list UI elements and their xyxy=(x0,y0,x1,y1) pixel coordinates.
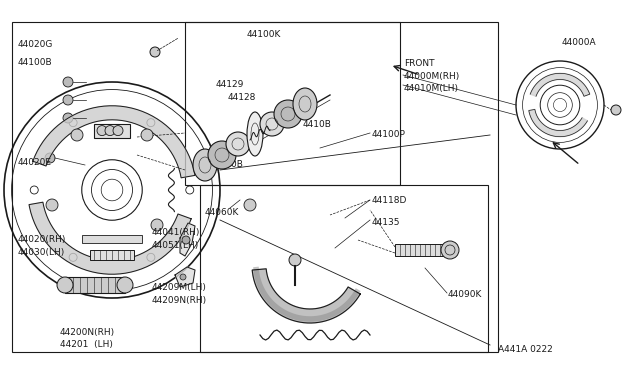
Text: 4410B: 4410B xyxy=(215,160,244,169)
Text: A441A 0222: A441A 0222 xyxy=(498,345,553,354)
Circle shape xyxy=(117,277,133,293)
Circle shape xyxy=(63,95,73,105)
Ellipse shape xyxy=(293,88,317,120)
Polygon shape xyxy=(530,73,590,96)
Ellipse shape xyxy=(208,141,236,169)
Circle shape xyxy=(289,254,301,266)
Ellipse shape xyxy=(247,112,263,156)
Polygon shape xyxy=(529,109,588,137)
Text: 44100K: 44100K xyxy=(247,30,282,39)
Polygon shape xyxy=(180,223,195,256)
Bar xyxy=(185,22,400,185)
Bar xyxy=(12,22,498,352)
Text: 44201  (LH): 44201 (LH) xyxy=(60,340,113,349)
Circle shape xyxy=(182,236,190,244)
Text: 44135: 44135 xyxy=(372,218,401,227)
Ellipse shape xyxy=(193,149,217,181)
Text: 44000M(RH): 44000M(RH) xyxy=(404,72,460,81)
Bar xyxy=(94,124,130,138)
Polygon shape xyxy=(29,202,191,274)
Polygon shape xyxy=(252,269,360,323)
Text: 44100B: 44100B xyxy=(18,58,52,67)
Text: FRONT: FRONT xyxy=(404,59,435,68)
Text: 44200N(RH): 44200N(RH) xyxy=(60,328,115,337)
Circle shape xyxy=(105,126,115,136)
Text: 44209N(RH): 44209N(RH) xyxy=(152,296,207,305)
Circle shape xyxy=(113,126,123,136)
Text: 44128: 44128 xyxy=(228,93,257,102)
Text: 44090K: 44090K xyxy=(448,290,483,299)
Text: 44041(RH): 44041(RH) xyxy=(152,228,200,237)
Bar xyxy=(395,244,445,256)
Circle shape xyxy=(151,219,163,231)
Circle shape xyxy=(45,153,55,163)
Circle shape xyxy=(46,199,58,211)
Bar xyxy=(65,277,125,293)
Text: 44020G: 44020G xyxy=(18,40,53,49)
Circle shape xyxy=(141,129,153,141)
Ellipse shape xyxy=(260,112,284,136)
Circle shape xyxy=(63,77,73,87)
Text: 44010M(LH): 44010M(LH) xyxy=(404,84,459,93)
Circle shape xyxy=(71,129,83,141)
Text: 44020(RH): 44020(RH) xyxy=(18,235,67,244)
Text: 44100P: 44100P xyxy=(372,130,406,139)
Text: 44118D: 44118D xyxy=(372,196,408,205)
Text: 44129: 44129 xyxy=(216,80,244,89)
Polygon shape xyxy=(175,267,195,287)
Circle shape xyxy=(441,241,459,259)
Circle shape xyxy=(150,47,160,57)
Circle shape xyxy=(57,277,73,293)
Ellipse shape xyxy=(226,132,250,156)
Polygon shape xyxy=(33,106,195,178)
Circle shape xyxy=(180,274,186,280)
Circle shape xyxy=(63,113,73,123)
Text: 4410B: 4410B xyxy=(303,120,332,129)
Text: 44000A: 44000A xyxy=(562,38,596,47)
Ellipse shape xyxy=(274,100,302,128)
Bar xyxy=(200,185,488,352)
Bar xyxy=(90,250,134,260)
Text: 44060K: 44060K xyxy=(205,208,239,217)
Circle shape xyxy=(97,126,107,136)
Text: 44051(LH): 44051(LH) xyxy=(152,241,199,250)
Bar xyxy=(82,235,142,243)
Text: 44020E: 44020E xyxy=(18,158,52,167)
Circle shape xyxy=(244,199,256,211)
Text: 44030(LH): 44030(LH) xyxy=(18,248,65,257)
Text: 44209M(LH): 44209M(LH) xyxy=(152,283,207,292)
Circle shape xyxy=(611,105,621,115)
